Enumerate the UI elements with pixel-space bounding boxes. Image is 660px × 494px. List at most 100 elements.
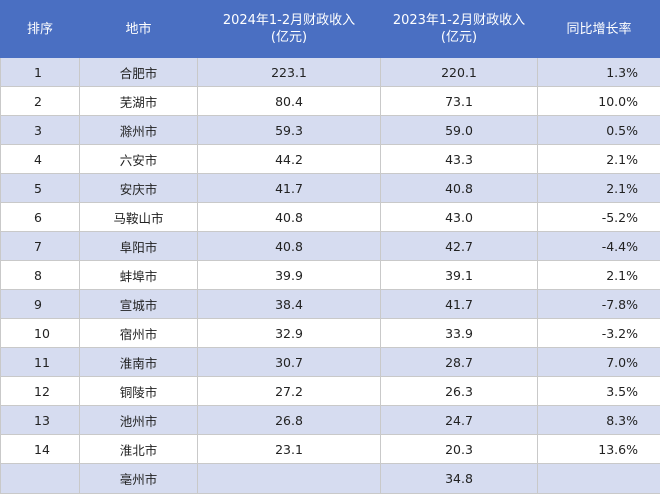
cell-revenue-2024 [198, 464, 381, 494]
table-header: 排序 地市 2024年1-2月财政收入 (亿元) 2023年1-2月财政收入 (… [1, 1, 660, 58]
cell-revenue-2023: 20.3 [381, 435, 538, 464]
table-row: 亳州市 34.8 [1, 464, 660, 494]
cell-rank: 5 [1, 174, 80, 203]
cell-growth-rate: -3.2% [538, 319, 660, 348]
cell-growth-rate: 7.0% [538, 348, 660, 377]
cell-revenue-2024: 223.1 [198, 58, 381, 87]
cell-growth-rate: -5.2% [538, 203, 660, 232]
cell-revenue-2024: 44.2 [198, 145, 381, 174]
cell-growth-rate: 13.6% [538, 435, 660, 464]
header-rev-2024-line2: (亿元) [271, 30, 307, 45]
cell-rank: 11 [1, 348, 80, 377]
cell-city: 宣城市 [80, 290, 198, 319]
cell-city: 阜阳市 [80, 232, 198, 261]
cell-revenue-2024: 80.4 [198, 87, 381, 116]
cell-revenue-2023: 42.7 [381, 232, 538, 261]
cell-city: 淮北市 [80, 435, 198, 464]
cell-city: 滁州市 [80, 116, 198, 145]
cell-revenue-2023: 28.7 [381, 348, 538, 377]
cell-rank: 8 [1, 261, 80, 290]
header-rev-2023: 2023年1-2月财政收入 (亿元) [381, 1, 538, 58]
cell-rank: 6 [1, 203, 80, 232]
cell-revenue-2024: 38.4 [198, 290, 381, 319]
cell-growth-rate: 1.3% [538, 58, 660, 87]
header-rev-2024: 2024年1-2月财政收入 (亿元) [198, 1, 381, 58]
header-growth: 同比增长率 [538, 1, 660, 58]
cell-revenue-2024: 59.3 [198, 116, 381, 145]
cell-rank: 12 [1, 377, 80, 406]
header-rev-2023-line2: (亿元) [441, 30, 477, 45]
cell-growth-rate: 10.0% [538, 87, 660, 116]
cell-city: 淮南市 [80, 348, 198, 377]
cell-rank: 4 [1, 145, 80, 174]
cell-rank: 1 [1, 58, 80, 87]
cell-revenue-2023: 26.3 [381, 377, 538, 406]
cell-rank: 9 [1, 290, 80, 319]
cell-revenue-2023: 220.1 [381, 58, 538, 87]
cell-revenue-2023: 43.0 [381, 203, 538, 232]
cell-rank: 14 [1, 435, 80, 464]
cell-revenue-2023: 34.8 [381, 464, 538, 494]
cell-city: 马鞍山市 [80, 203, 198, 232]
cell-rank: 7 [1, 232, 80, 261]
cell-city: 宿州市 [80, 319, 198, 348]
cell-rank [1, 464, 80, 494]
cell-revenue-2024: 40.8 [198, 203, 381, 232]
cell-revenue-2024: 30.7 [198, 348, 381, 377]
cell-growth-rate: 2.1% [538, 174, 660, 203]
header-row: 排序 地市 2024年1-2月财政收入 (亿元) 2023年1-2月财政收入 (… [1, 1, 660, 58]
cell-revenue-2024: 41.7 [198, 174, 381, 203]
cell-revenue-2024: 40.8 [198, 232, 381, 261]
cell-revenue-2023: 41.7 [381, 290, 538, 319]
cell-growth-rate: 2.1% [538, 261, 660, 290]
cell-revenue-2024: 27.2 [198, 377, 381, 406]
cell-rank: 10 [1, 319, 80, 348]
cell-growth-rate [538, 464, 660, 494]
cell-revenue-2023: 40.8 [381, 174, 538, 203]
cell-growth-rate: 2.1% [538, 145, 660, 174]
cell-city: 芜湖市 [80, 87, 198, 116]
cell-revenue-2023: 39.1 [381, 261, 538, 290]
cell-city: 铜陵市 [80, 377, 198, 406]
cell-revenue-2023: 59.0 [381, 116, 538, 145]
cell-city: 蚌埠市 [80, 261, 198, 290]
header-rev-2024-line1: 2024年1-2月财政收入 [223, 13, 355, 28]
cell-rank: 13 [1, 406, 80, 435]
cell-rank: 2 [1, 87, 80, 116]
cell-revenue-2023: 24.7 [381, 406, 538, 435]
cell-growth-rate: 3.5% [538, 377, 660, 406]
cell-city: 六安市 [80, 145, 198, 174]
cell-city: 安庆市 [80, 174, 198, 203]
cell-revenue-2023: 33.9 [381, 319, 538, 348]
cell-revenue-2024: 39.9 [198, 261, 381, 290]
cell-city: 合肥市 [80, 58, 198, 87]
cell-growth-rate: -4.4% [538, 232, 660, 261]
cell-city: 亳州市 [80, 464, 198, 494]
cell-rank: 3 [1, 116, 80, 145]
cell-revenue-2024: 26.8 [198, 406, 381, 435]
header-rank: 排序 [1, 1, 80, 58]
cell-city: 池州市 [80, 406, 198, 435]
header-city: 地市 [80, 1, 198, 58]
cell-growth-rate: 8.3% [538, 406, 660, 435]
cell-revenue-2024: 32.9 [198, 319, 381, 348]
cell-growth-rate: -7.8% [538, 290, 660, 319]
header-rev-2023-line1: 2023年1-2月财政收入 [393, 13, 525, 28]
cell-revenue-2023: 73.1 [381, 87, 538, 116]
cell-revenue-2023: 43.3 [381, 145, 538, 174]
